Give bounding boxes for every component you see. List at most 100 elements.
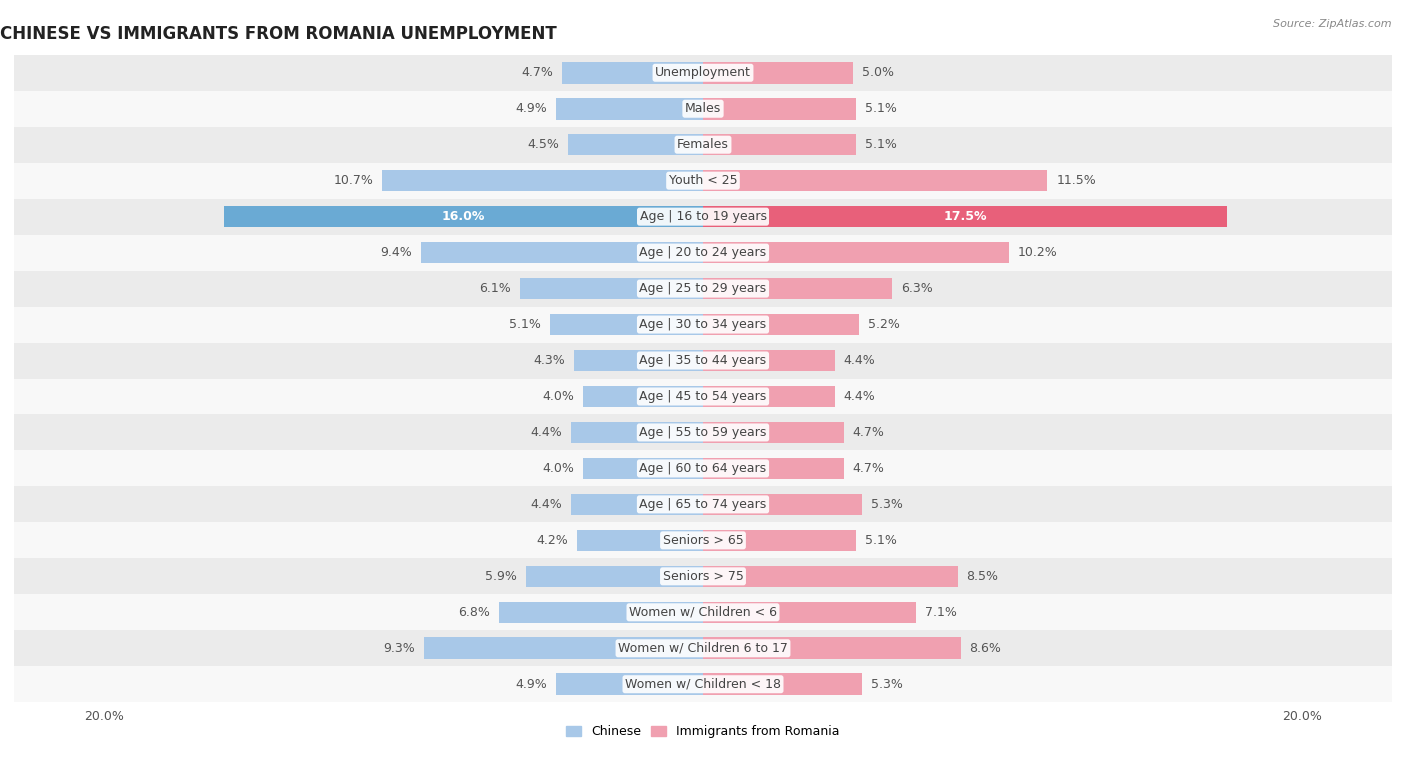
Text: 9.4%: 9.4% (381, 246, 412, 259)
Text: 5.1%: 5.1% (865, 139, 897, 151)
Bar (703, 350, 835, 371)
Text: Age | 45 to 54 years: Age | 45 to 54 years (640, 390, 766, 403)
Text: 8.5%: 8.5% (966, 570, 998, 583)
Text: 5.2%: 5.2% (868, 318, 900, 331)
Bar (568, 134, 703, 155)
Bar (0, 487, 1406, 522)
Bar (526, 565, 703, 587)
Bar (425, 637, 703, 659)
Text: Women w/ Children < 18: Women w/ Children < 18 (626, 678, 780, 690)
Text: Seniors > 65: Seniors > 65 (662, 534, 744, 547)
Bar (571, 494, 703, 516)
Text: 6.1%: 6.1% (479, 282, 512, 295)
Bar (703, 98, 856, 120)
Text: CHINESE VS IMMIGRANTS FROM ROMANIA UNEMPLOYMENT: CHINESE VS IMMIGRANTS FROM ROMANIA UNEMP… (0, 25, 557, 43)
Text: 10.7%: 10.7% (333, 174, 374, 187)
Bar (0, 55, 1406, 91)
Bar (703, 278, 891, 299)
Text: Unemployment: Unemployment (655, 67, 751, 79)
Bar (422, 241, 703, 263)
Bar (578, 530, 703, 551)
Text: Age | 25 to 29 years: Age | 25 to 29 years (640, 282, 766, 295)
Text: 4.9%: 4.9% (516, 102, 547, 115)
Bar (0, 91, 1406, 126)
Bar (0, 163, 1406, 198)
Text: Males: Males (685, 102, 721, 115)
Bar (703, 62, 853, 83)
Text: Age | 60 to 64 years: Age | 60 to 64 years (640, 462, 766, 475)
Bar (0, 307, 1406, 342)
Bar (703, 134, 856, 155)
Text: 16.0%: 16.0% (441, 210, 485, 223)
Text: 5.1%: 5.1% (509, 318, 541, 331)
Bar (0, 666, 1406, 702)
Bar (583, 458, 703, 479)
Bar (0, 415, 1406, 450)
Text: 17.5%: 17.5% (943, 210, 987, 223)
Text: 4.7%: 4.7% (853, 426, 884, 439)
Text: 4.0%: 4.0% (543, 462, 574, 475)
Bar (0, 450, 1406, 487)
Text: Age | 30 to 34 years: Age | 30 to 34 years (640, 318, 766, 331)
Bar (557, 98, 703, 120)
Text: 5.1%: 5.1% (865, 534, 897, 547)
Bar (224, 206, 703, 227)
Text: 5.1%: 5.1% (865, 102, 897, 115)
Text: 4.4%: 4.4% (844, 390, 876, 403)
Text: Women w/ Children < 6: Women w/ Children < 6 (628, 606, 778, 618)
Bar (703, 637, 960, 659)
Text: 4.7%: 4.7% (522, 67, 553, 79)
Bar (0, 594, 1406, 631)
Text: Age | 55 to 59 years: Age | 55 to 59 years (640, 426, 766, 439)
Text: 6.3%: 6.3% (901, 282, 932, 295)
Bar (703, 674, 862, 695)
Text: 10.2%: 10.2% (1018, 246, 1057, 259)
Bar (583, 386, 703, 407)
Bar (0, 559, 1406, 594)
Text: 5.3%: 5.3% (870, 678, 903, 690)
Bar (0, 198, 1406, 235)
Text: 8.6%: 8.6% (970, 642, 1001, 655)
Bar (382, 170, 703, 192)
Text: Source: ZipAtlas.com: Source: ZipAtlas.com (1274, 19, 1392, 29)
Bar (0, 631, 1406, 666)
Bar (0, 342, 1406, 378)
Bar (0, 235, 1406, 270)
Bar (520, 278, 703, 299)
Bar (703, 241, 1008, 263)
Text: 6.8%: 6.8% (458, 606, 491, 618)
Text: 4.2%: 4.2% (537, 534, 568, 547)
Text: Females: Females (678, 139, 728, 151)
Text: 4.9%: 4.9% (516, 678, 547, 690)
Text: Age | 35 to 44 years: Age | 35 to 44 years (640, 354, 766, 367)
Text: 9.3%: 9.3% (384, 642, 415, 655)
Bar (703, 565, 957, 587)
Text: Seniors > 75: Seniors > 75 (662, 570, 744, 583)
Bar (703, 170, 1047, 192)
Text: Age | 20 to 24 years: Age | 20 to 24 years (640, 246, 766, 259)
Bar (703, 422, 844, 444)
Legend: Chinese, Immigrants from Romania: Chinese, Immigrants from Romania (561, 721, 845, 743)
Bar (703, 206, 1227, 227)
Bar (574, 350, 703, 371)
Text: 4.3%: 4.3% (533, 354, 565, 367)
Text: 7.1%: 7.1% (925, 606, 956, 618)
Bar (703, 602, 915, 623)
Text: 5.0%: 5.0% (862, 67, 894, 79)
Bar (550, 313, 703, 335)
Text: Age | 16 to 19 years: Age | 16 to 19 years (640, 210, 766, 223)
Text: 4.0%: 4.0% (543, 390, 574, 403)
Bar (499, 602, 703, 623)
Text: Women w/ Children 6 to 17: Women w/ Children 6 to 17 (619, 642, 787, 655)
Bar (703, 313, 859, 335)
Text: 5.9%: 5.9% (485, 570, 517, 583)
Bar (703, 530, 856, 551)
Bar (0, 378, 1406, 415)
Bar (703, 386, 835, 407)
Bar (0, 270, 1406, 307)
Bar (0, 522, 1406, 559)
Text: 4.4%: 4.4% (530, 426, 562, 439)
Bar (562, 62, 703, 83)
Bar (703, 494, 862, 516)
Bar (703, 458, 844, 479)
